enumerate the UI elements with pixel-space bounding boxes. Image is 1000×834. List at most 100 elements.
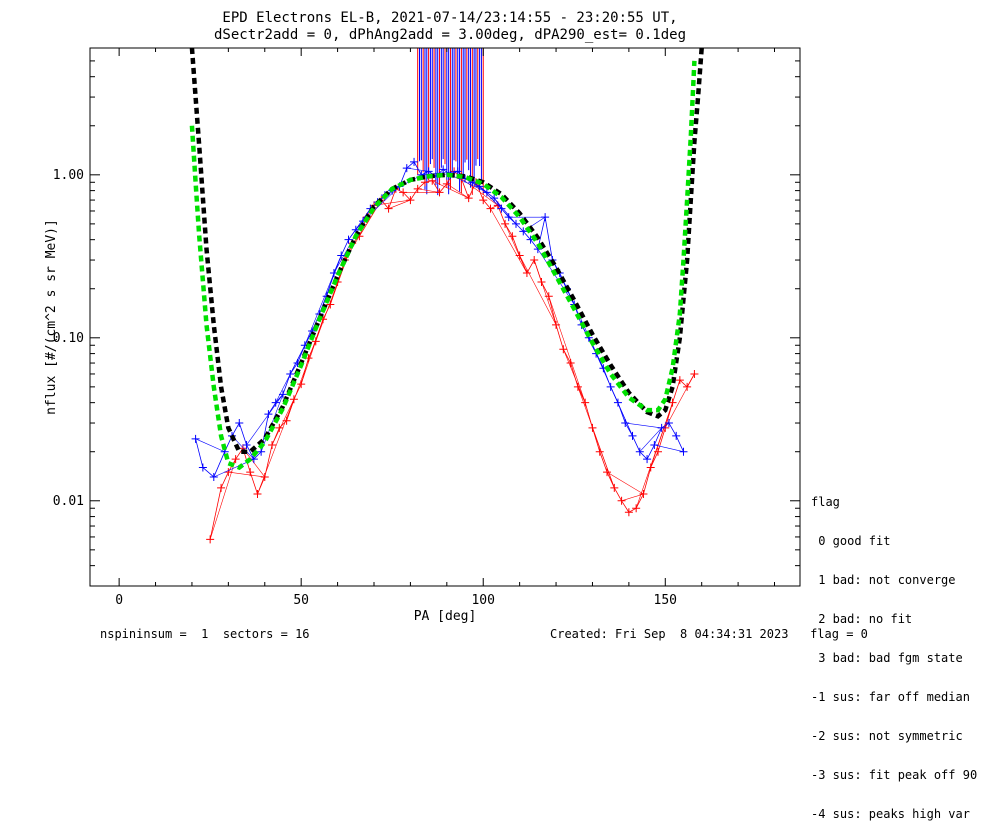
trace-segment (388, 199, 411, 209)
trace-segment (610, 386, 633, 437)
data-point (486, 204, 495, 213)
data-point (628, 431, 637, 440)
data-point (275, 423, 284, 432)
data-point (249, 455, 258, 464)
legend-entry: -4 sus: peaks high var (811, 807, 970, 821)
x-tick-label: 50 (293, 593, 309, 608)
chart-subtitle: dSectr2add = 0, dPhAng2add = 3.00deg, dP… (214, 27, 686, 43)
data-point (654, 447, 662, 456)
data-point (399, 188, 408, 197)
data-point (530, 256, 539, 265)
data-point (672, 431, 681, 440)
trace-segment (319, 255, 342, 315)
trace-segment (446, 183, 469, 199)
trace-segment (286, 319, 324, 421)
data-point (253, 490, 262, 499)
y-tick-label: 0.10 (53, 331, 84, 346)
trace-segment (650, 402, 673, 468)
data-point (624, 508, 633, 517)
data-point (497, 204, 506, 213)
x-tick-label: 100 (471, 593, 494, 608)
y-axis: 0.01 0.10 1.00 (53, 47, 800, 587)
trace-segment (432, 180, 469, 199)
data-point (675, 376, 684, 385)
data-point (537, 277, 546, 286)
data-point (206, 535, 215, 544)
data-point (311, 337, 320, 346)
data-point (639, 490, 648, 499)
data-point (606, 382, 615, 391)
data-point (635, 447, 644, 456)
data-point (224, 468, 233, 477)
data-point (544, 292, 553, 301)
data-point (242, 440, 251, 449)
trace-segment (606, 471, 644, 495)
data-point (508, 232, 517, 241)
data-point (621, 419, 630, 428)
data-point (260, 472, 269, 481)
data-point (643, 455, 652, 464)
legend-entry: -2 sus: not symmetric (811, 729, 963, 743)
data-point (541, 213, 550, 222)
data-point (522, 268, 531, 277)
legend-entry: -1 sus: far off median (811, 690, 970, 704)
x-axis-label: PA [deg] (414, 609, 477, 624)
black-fit-curve (189, 48, 704, 454)
y-axis-label: nflux [#/(cm^2 s sr MeV)] (44, 219, 59, 415)
trace-segment (289, 330, 313, 375)
data-point (482, 188, 491, 197)
footer-left: nspininsum = 1 sectors = 16 (100, 627, 310, 641)
trace-segment (519, 255, 557, 326)
trace-segment (257, 399, 295, 495)
data-point (690, 369, 699, 378)
legend-entry: 0 good fit (811, 534, 891, 548)
data-point (402, 164, 411, 173)
data-point (646, 463, 655, 472)
data-point (479, 196, 488, 205)
data-point (519, 227, 528, 236)
data-point (512, 219, 520, 228)
chart-title: EPD Electrons EL-B, 2021-07-14/23:14:55 … (222, 10, 677, 26)
data-point (559, 345, 568, 354)
data-point (573, 382, 582, 391)
data-point (566, 359, 575, 368)
data-point (613, 398, 622, 407)
legend-entry: 3 bad: bad fgm state (811, 651, 963, 665)
data-point (231, 455, 240, 464)
trace-segment (417, 188, 440, 193)
trace-segment (563, 349, 586, 403)
data-point (337, 251, 346, 260)
data-point (406, 196, 415, 205)
data-point (610, 483, 619, 492)
trace-segment (621, 493, 644, 502)
footer-right: Created: Fri Sep 8 04:34:31 2023 flag = … (550, 627, 868, 641)
x-tick-label: 0 (115, 593, 123, 608)
trace-segment (504, 223, 528, 274)
data-point (209, 472, 218, 481)
data-point (617, 496, 626, 505)
data-point (435, 188, 444, 197)
data-point (264, 410, 273, 419)
data-point (464, 194, 473, 203)
flag-legend: flag 0 good fit 1 bad: not converge 2 ba… (811, 470, 977, 834)
trace-segment (228, 471, 265, 478)
data-point (657, 423, 666, 432)
trace-line (209, 170, 695, 540)
red-traces (206, 167, 699, 544)
y-tick-label: 0.01 (53, 494, 84, 509)
data-point (552, 320, 561, 329)
data-point (235, 419, 244, 428)
data-point (420, 178, 429, 187)
trace-segment (304, 255, 342, 346)
data-point (410, 157, 419, 166)
trace-segment (533, 259, 557, 325)
trace-segment (639, 427, 662, 452)
legend-title: flag (811, 495, 840, 509)
spike-region (417, 48, 484, 196)
data-point (515, 251, 524, 260)
data-point (490, 194, 499, 203)
green-fit-curve (189, 60, 697, 471)
data-point (439, 165, 448, 174)
trace-segment (654, 444, 684, 453)
trace-segment (493, 197, 517, 225)
